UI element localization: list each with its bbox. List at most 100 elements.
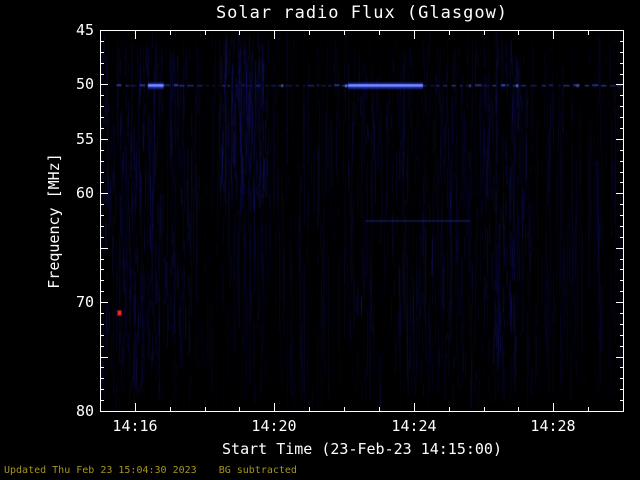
- tick-mark: [620, 335, 623, 336]
- tick-mark: [518, 31, 519, 35]
- tick-mark: [620, 378, 623, 379]
- tick-mark: [101, 41, 104, 42]
- x-tick-label: 14:20: [251, 417, 297, 435]
- tick-mark: [101, 215, 104, 216]
- tick-mark: [620, 291, 623, 292]
- y-tick-label: 45: [75, 21, 94, 39]
- tick-mark: [101, 172, 104, 173]
- tick-mark: [616, 302, 623, 303]
- tick-mark: [620, 95, 623, 96]
- tick-mark: [205, 407, 206, 411]
- tick-mark: [101, 150, 104, 151]
- tick-mark: [101, 400, 104, 401]
- tick-mark: [170, 407, 171, 411]
- tick-mark: [588, 407, 589, 411]
- tick-mark: [449, 31, 450, 35]
- y-axis-title: Frequency [MHz]: [45, 153, 63, 289]
- tick-mark: [620, 259, 623, 260]
- tick-mark: [101, 411, 108, 412]
- tick-mark: [135, 403, 136, 411]
- y-tick-label: 60: [75, 184, 94, 202]
- tick-mark: [379, 407, 380, 411]
- tick-mark: [553, 403, 554, 411]
- tick-mark: [101, 248, 108, 249]
- updated-timestamp: Updated Thu Feb 23 15:04:30 2023: [4, 465, 197, 476]
- tick-mark: [620, 52, 623, 53]
- tick-mark: [414, 31, 415, 39]
- tick-mark: [101, 237, 104, 238]
- tick-mark: [101, 128, 104, 129]
- tick-mark: [309, 407, 310, 411]
- y-tick-label: 55: [75, 130, 94, 148]
- tick-mark: [616, 84, 623, 85]
- y-tick-label: 70: [75, 293, 94, 311]
- tick-mark: [101, 30, 108, 31]
- tick-mark: [101, 95, 104, 96]
- tick-mark: [620, 215, 623, 216]
- tick-mark: [309, 31, 310, 35]
- tick-mark: [620, 117, 623, 118]
- tick-mark: [239, 407, 240, 411]
- tick-mark: [449, 407, 450, 411]
- tick-mark: [620, 226, 623, 227]
- tick-mark: [101, 378, 104, 379]
- tick-mark: [101, 106, 104, 107]
- tick-mark: [616, 357, 623, 358]
- tick-mark: [101, 346, 104, 347]
- tick-mark: [101, 63, 104, 64]
- tick-mark: [101, 302, 108, 303]
- tick-mark: [620, 313, 623, 314]
- tick-mark: [100, 407, 101, 411]
- tick-mark: [620, 161, 623, 162]
- bg-subtracted-note: BG subtracted: [218, 465, 297, 476]
- spectrogram-canvas: [101, 31, 623, 411]
- tick-mark: [620, 280, 623, 281]
- tick-mark: [620, 41, 623, 42]
- tick-mark: [620, 128, 623, 129]
- tick-mark: [623, 407, 624, 411]
- x-tick-label: 14:28: [530, 417, 576, 435]
- tick-mark: [616, 193, 623, 194]
- tick-mark: [620, 367, 623, 368]
- tick-mark: [274, 31, 275, 39]
- tick-mark: [623, 31, 624, 35]
- tick-mark: [620, 182, 623, 183]
- tick-mark: [101, 269, 104, 270]
- tick-mark: [101, 52, 104, 53]
- tick-mark: [620, 237, 623, 238]
- tick-mark: [101, 313, 104, 314]
- plot-area: [100, 30, 624, 412]
- tick-mark: [484, 31, 485, 35]
- tick-mark: [344, 31, 345, 35]
- tick-mark: [620, 269, 623, 270]
- footer: Updated Thu Feb 23 15:04:30 2023 BG subt…: [4, 465, 297, 476]
- tick-mark: [101, 291, 104, 292]
- tick-mark: [101, 193, 108, 194]
- tick-mark: [620, 324, 623, 325]
- tick-mark: [484, 407, 485, 411]
- y-tick-label: 50: [75, 75, 94, 93]
- tick-mark: [101, 324, 104, 325]
- tick-mark: [101, 280, 104, 281]
- tick-mark: [101, 204, 104, 205]
- tick-mark: [620, 172, 623, 173]
- tick-mark: [205, 31, 206, 35]
- tick-mark: [170, 31, 171, 35]
- tick-mark: [101, 259, 104, 260]
- tick-mark: [101, 74, 104, 75]
- tick-mark: [135, 31, 136, 39]
- tick-mark: [620, 204, 623, 205]
- tick-mark: [101, 389, 104, 390]
- tick-mark: [101, 139, 108, 140]
- tick-mark: [239, 31, 240, 35]
- tick-mark: [620, 389, 623, 390]
- tick-mark: [620, 106, 623, 107]
- tick-mark: [100, 31, 101, 35]
- tick-mark: [518, 407, 519, 411]
- tick-mark: [620, 150, 623, 151]
- tick-mark: [101, 117, 104, 118]
- tick-mark: [620, 346, 623, 347]
- tick-mark: [101, 335, 104, 336]
- tick-mark: [101, 226, 104, 227]
